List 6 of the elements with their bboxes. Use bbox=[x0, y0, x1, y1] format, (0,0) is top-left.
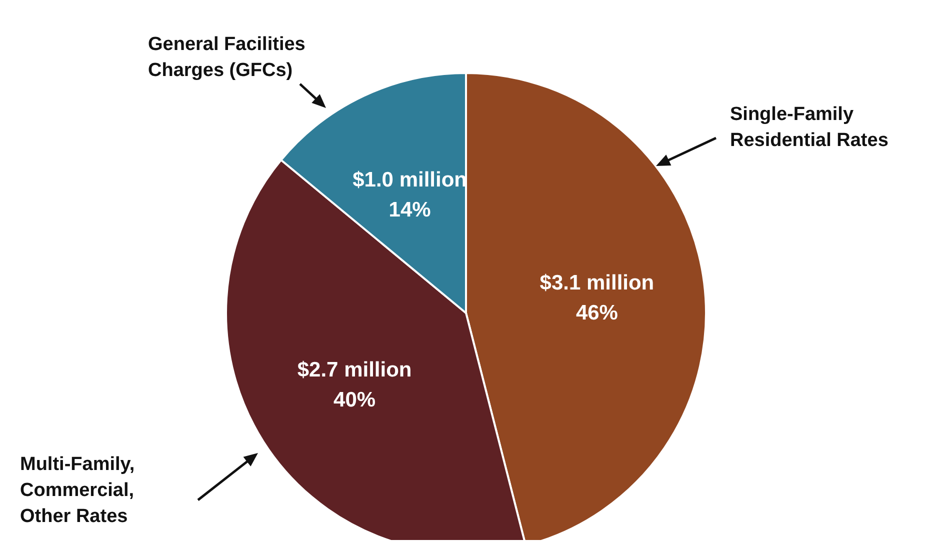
slice-label: Single-Family Residential Rates bbox=[730, 104, 888, 151]
slice-label: Multi-Family, Commercial, Other Rates bbox=[20, 454, 135, 527]
data-label: $1.0 million 14% bbox=[352, 168, 467, 222]
slice-label: General Facilities Charges (GFCs) bbox=[148, 34, 306, 81]
data-label: $3.1 million 46% bbox=[540, 270, 654, 324]
data-label: $2.7 million 40% bbox=[297, 358, 412, 412]
